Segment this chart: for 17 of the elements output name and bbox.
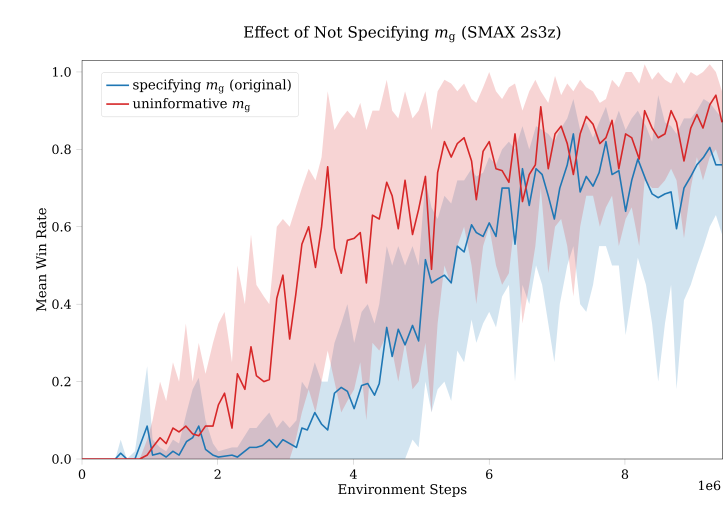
legend-label: uninformative m$_{g}$	[132, 98, 250, 112]
y-tick-label: 0.0	[52, 454, 71, 464]
x-tick-label: 8	[622, 469, 628, 479]
x-tick-label: 6	[486, 469, 492, 479]
x-tick-label: 2	[214, 469, 221, 479]
x-tick-label: 4	[350, 469, 357, 479]
x-axis-title: Environment Steps	[338, 484, 466, 497]
text: 1e6	[699, 480, 720, 490]
chart-title: Effect of Not Specifying m$_{g}$ (SMAX 2s3z)	[244, 26, 560, 42]
y-axis-title: Mean Win Rate	[36, 208, 46, 312]
y-tick-label: 0.8	[52, 144, 71, 154]
legend-label: specifying m$_{g}$ (original)	[133, 79, 291, 94]
y-tick-label: 0.6	[52, 222, 71, 232]
y-tick-label: 1.0	[53, 67, 71, 77]
y-tick-label: 0.4	[52, 299, 71, 309]
y-tick-label: 0.2	[52, 376, 70, 386]
x-tick-label: 0	[78, 469, 86, 479]
